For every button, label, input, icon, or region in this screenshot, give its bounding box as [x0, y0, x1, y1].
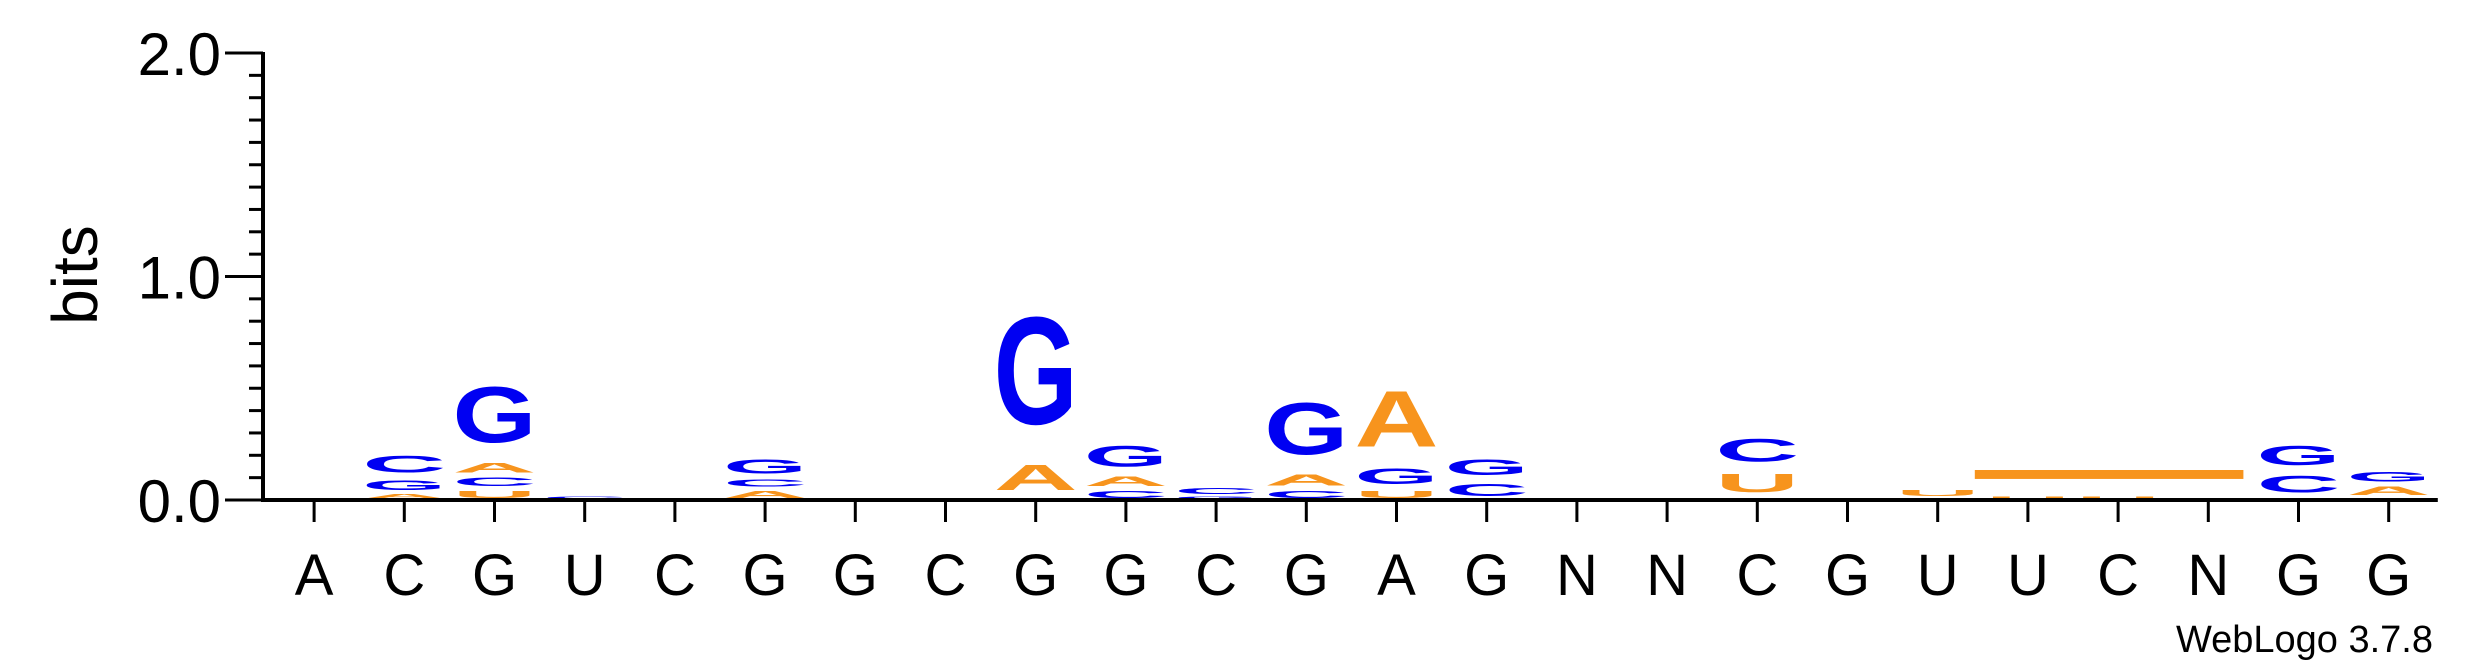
- logo-letter: A: [723, 489, 807, 500]
- logo-letter: G: [1174, 496, 1258, 500]
- x-tick-label: N: [1646, 543, 1688, 608]
- y-axis-label: bits: [39, 225, 111, 325]
- x-tick-label: U: [1917, 543, 1959, 608]
- x-tick-label: C: [1736, 543, 1778, 608]
- y-tick-label: 2.0: [138, 21, 221, 88]
- x-tick-label: G: [1284, 543, 1329, 608]
- logo-letter: U: [1896, 489, 1980, 498]
- x-tick-label: C: [925, 543, 967, 608]
- logo-letter: G: [1445, 455, 1529, 480]
- logo-letter: G: [453, 371, 537, 460]
- x-tick-label: N: [2187, 543, 2229, 608]
- logo-letter: G: [1084, 439, 1168, 473]
- logo-letter: G: [2347, 469, 2431, 485]
- logo-letter: A: [2347, 484, 2431, 497]
- logo-letter: U: [1715, 469, 1799, 498]
- logo-letter: C: [2257, 471, 2341, 498]
- y-tick-label: 0.0: [138, 468, 221, 535]
- logo-letter: C: [1264, 489, 1348, 500]
- logo-letter: A: [362, 493, 446, 500]
- wide-logo-bar: [1974, 470, 2244, 479]
- x-tick-label: G: [1464, 543, 1509, 608]
- x-tick-label: G: [833, 543, 878, 608]
- logo-letter: C: [362, 451, 446, 478]
- logo-letter: C: [1715, 433, 1799, 469]
- y-tick-label: 1.0: [138, 245, 221, 312]
- logo-letter: C: [1174, 487, 1258, 496]
- weblogo-credit: WebLogo 3.7.8: [2176, 619, 2433, 661]
- logo-letter: A: [994, 458, 1078, 498]
- x-tick-label: G: [1103, 543, 1148, 608]
- x-tick-label: N: [1556, 543, 1598, 608]
- x-tick-label: C: [383, 543, 425, 608]
- logo-letter: C: [1084, 489, 1168, 500]
- logo-letter: A: [1084, 473, 1168, 489]
- logo-letter: U: [1986, 496, 2070, 500]
- logo-letter: C: [723, 478, 807, 489]
- x-tick-label: G: [743, 543, 788, 608]
- logo-letter: G: [994, 286, 1078, 457]
- logo-letter: G: [2257, 440, 2341, 471]
- logo-letter: G: [723, 456, 807, 478]
- x-tick-label: C: [2097, 543, 2139, 608]
- x-tick-label: G: [472, 543, 517, 608]
- logo-letter: A: [453, 460, 537, 476]
- x-tick-label: G: [1825, 543, 1870, 608]
- logo-letter: U: [1355, 489, 1439, 500]
- x-tick-label: A: [295, 543, 334, 608]
- x-tick-label: G: [2366, 543, 2411, 608]
- x-tick-label: G: [1013, 543, 1058, 608]
- y-axis: 0.0 1.0 2.0: [138, 21, 265, 535]
- logo-letter: G: [1264, 388, 1348, 471]
- logo-letter: A: [1264, 471, 1348, 489]
- x-tick-label: C: [1195, 543, 1237, 608]
- logo-letter: U: [2076, 496, 2160, 500]
- x-tick-label: U: [564, 543, 606, 608]
- logo-letter: C: [1445, 480, 1529, 500]
- logo-letter: U: [453, 489, 537, 500]
- logo-letter: G: [1355, 464, 1439, 489]
- logo-letter: A: [1355, 375, 1439, 464]
- logo-letter: G: [362, 478, 446, 494]
- x-tick-label: A: [1377, 543, 1416, 608]
- logo-letter: C: [453, 475, 537, 488]
- logo-letter: C: [543, 496, 627, 500]
- x-tick-label: G: [2276, 543, 2321, 608]
- x-tick-label: C: [654, 543, 696, 608]
- x-tick-label: U: [2007, 543, 2049, 608]
- letter-stacks: AGCUCAGCACGCAGCAGGCCAGUGACGAUCAUUUUCGCAG: [362, 286, 2430, 500]
